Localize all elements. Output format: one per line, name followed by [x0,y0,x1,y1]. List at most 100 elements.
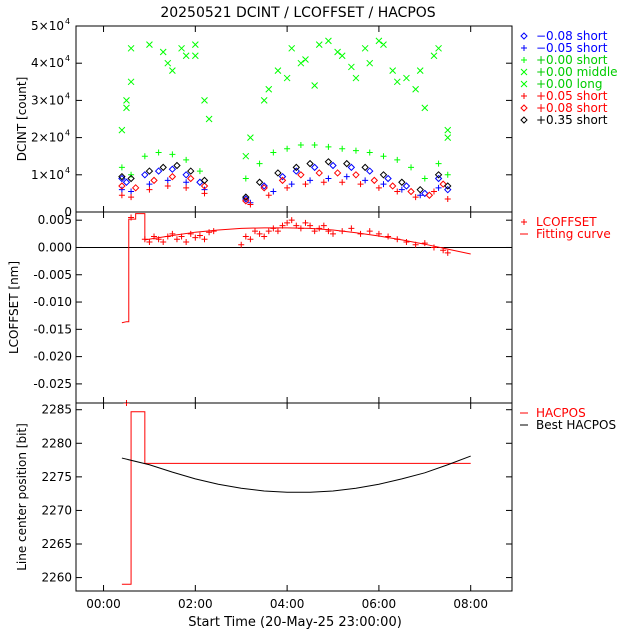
data-point [242,197,250,205]
data-point [247,236,254,243]
data-point [146,186,153,193]
data-point [155,149,162,156]
data-point [187,230,194,237]
data-point [316,225,323,232]
data-point [310,163,319,172]
data-point [352,147,359,154]
data-point [338,52,346,60]
data-point [380,153,387,160]
data-point [122,178,131,186]
data-point [164,182,171,189]
x-tick-label: 08:00 [453,597,488,611]
data-point [141,153,148,160]
data-point [260,97,268,104]
legend-entry: HACPOS [536,406,586,420]
data-point [330,230,337,237]
data-point [435,44,442,52]
data-point [183,156,190,163]
data-point [425,191,434,199]
data-point [168,165,177,173]
data-point [325,228,332,235]
legend-marker-symbol [520,80,528,88]
data-point [274,228,281,235]
y-tick-label: -0.010 [33,295,72,309]
data-point [169,67,176,74]
y-tick-exponent: 4 [65,17,70,26]
data-point [284,219,291,226]
data-point [362,177,369,184]
data-point [444,185,452,194]
data-point [403,239,410,246]
data-point [183,184,190,191]
data-point [421,189,429,198]
y-tick-label: 2×10 [31,131,64,145]
data-point [347,163,356,172]
y-tick-label: 3×10 [31,93,64,107]
legend-entry: +0.08 short [536,101,608,115]
data-point [201,190,208,197]
data-point [416,185,424,194]
y-tick-label: 4×10 [31,56,64,70]
plot-frame [75,211,513,404]
data-point [366,228,373,235]
y-tick-exponent: 4 [65,91,70,100]
x-axis-label: Start Time (20-May-25 23:00:00) [188,615,402,630]
data-point [146,41,153,48]
data-point [123,400,130,403]
data-point [187,167,195,175]
data-point [402,182,411,190]
data-point [352,74,360,82]
data-point [141,171,149,179]
x-tick-label: 02:00 [178,597,213,611]
legend-marker-symbol [521,45,527,51]
data-point [339,179,346,186]
legend-entry: −0.08 short [536,29,608,43]
data-point [191,41,199,48]
data-point [265,85,273,93]
data-point [118,182,126,190]
data-point [357,181,364,188]
data-point [302,56,309,63]
data-point [128,194,135,201]
data-point [173,236,180,243]
legend-marker-symbol [520,116,528,124]
data-point [325,143,332,150]
data-point [311,82,319,89]
data-point [159,48,167,56]
data-point [421,104,429,112]
data-point [201,236,208,243]
y-tick-label: 2275 [41,470,72,484]
plot-frame [75,402,513,592]
data-point [444,249,451,256]
legend-entry: +0.00 long [536,77,603,91]
data-point [288,181,295,188]
data-point [408,164,415,171]
data-point [206,229,213,236]
y-tick-label: -0.020 [33,350,72,364]
legend-entry: +0.00 middle [536,65,618,79]
data-point [366,59,374,67]
y-tick-exponent: 4 [65,129,70,138]
data-point [146,239,153,246]
x-tick-label: 04:00 [270,597,305,611]
y-tick-label: 2260 [41,571,72,585]
data-point [394,188,401,195]
y-axis-label: DCINT [count] [15,77,29,162]
legend-entry: +0.35 short [536,113,608,127]
data-point [150,176,158,185]
data-point [361,163,369,172]
data-point [247,134,254,141]
legend-entry: LCOFFSET [536,215,597,229]
data-point [398,178,406,186]
data-point [343,173,350,180]
data-point [201,97,208,104]
x-tick-label: 06:00 [362,597,397,611]
data-point [123,403,130,406]
data-point [118,186,125,193]
data-point [306,159,314,168]
y-axis-label: Line center position [bit] [15,423,29,571]
data-point [284,145,291,152]
data-point [260,184,268,192]
data-point [297,59,305,67]
plot-data [121,403,471,585]
